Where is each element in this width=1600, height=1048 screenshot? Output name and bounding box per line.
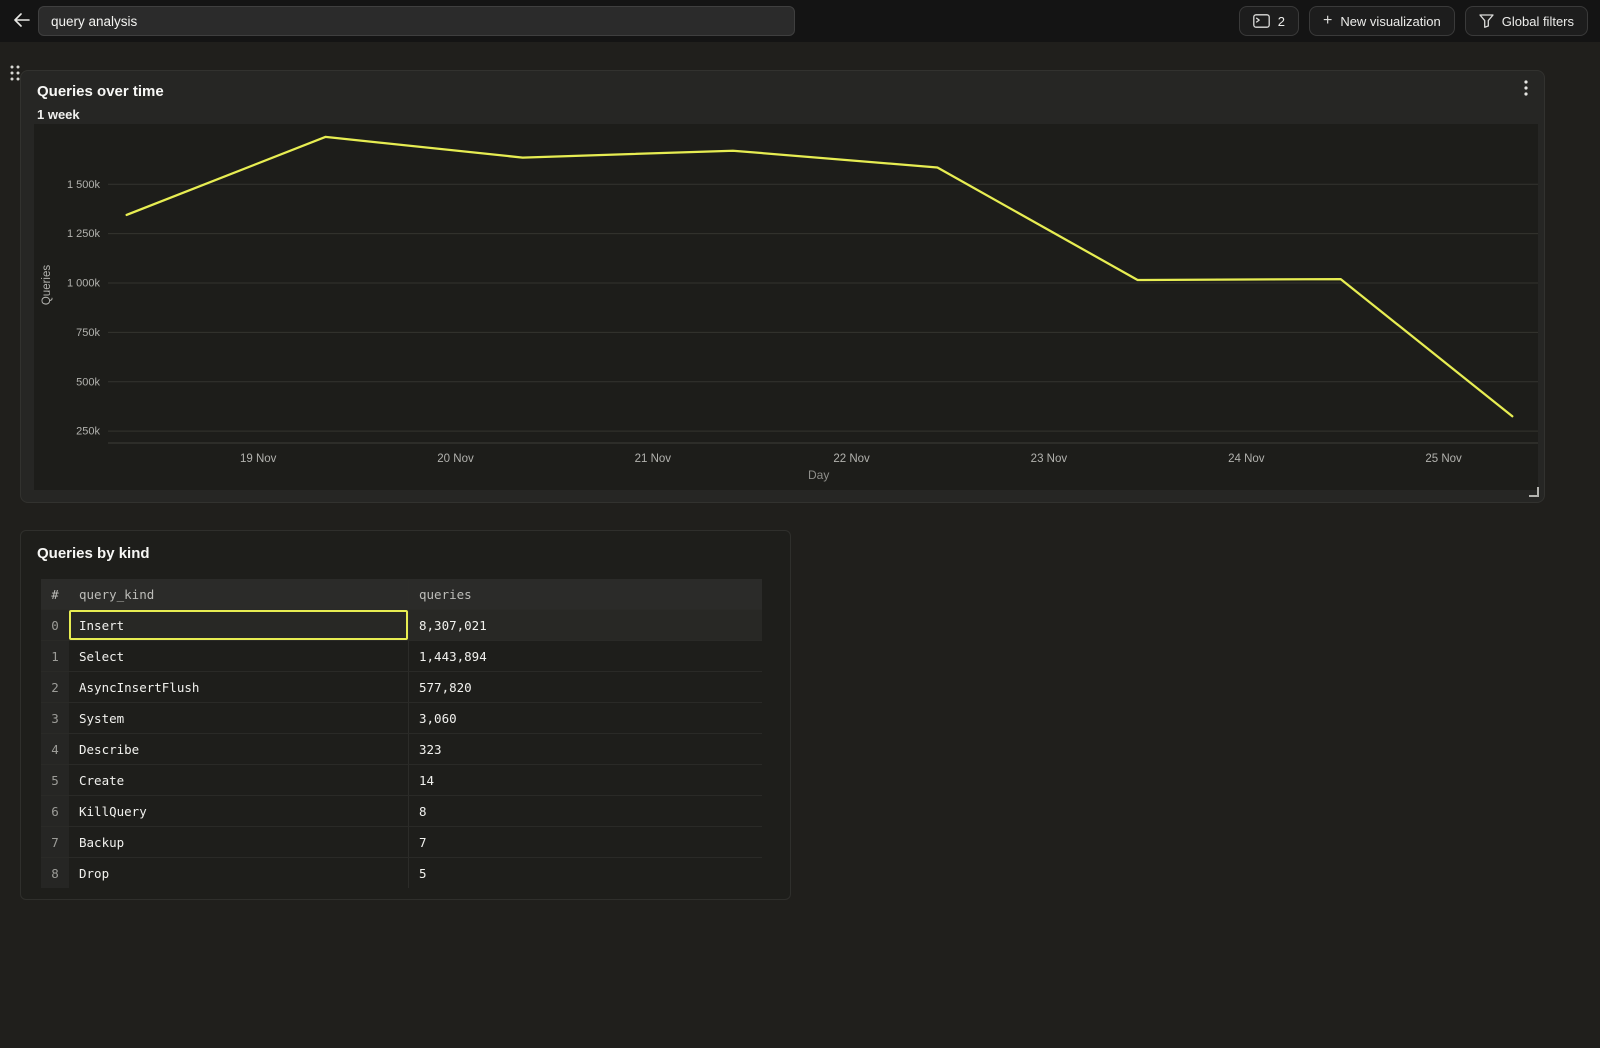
query-kind-header[interactable]: query_kind	[79, 586, 155, 602]
global-filters-button[interactable]: Global filters	[1464, 6, 1588, 36]
queries-cell[interactable]: 8	[408, 796, 762, 826]
svg-text:20 Nov: 20 Nov	[437, 453, 474, 465]
table-title: Queries by kind	[37, 545, 150, 562]
console-icon	[1252, 14, 1270, 28]
new-visualization-label: New visualization	[1340, 13, 1441, 29]
row-index-cell[interactable]: 6	[41, 796, 69, 826]
query-kind-cell[interactable]: Drop	[79, 865, 110, 881]
table-row: 2 AsyncInsertFlush 577,820	[41, 671, 762, 702]
svg-text:250k: 250k	[76, 426, 100, 438]
row-index-cell[interactable]: 8	[41, 858, 69, 888]
queries-cell[interactable]: 1,443,894	[408, 641, 762, 671]
back-arrow-icon	[14, 12, 30, 30]
query-kind-cell[interactable]: Backup	[79, 834, 125, 850]
new-visualization-button[interactable]: + New visualization	[1308, 6, 1455, 36]
panel-menu-button[interactable]	[1514, 77, 1538, 101]
table-row: 7 Backup 7	[41, 826, 762, 857]
queries-cell[interactable]: 577,820	[408, 672, 762, 702]
row-index-cell[interactable]: 4	[41, 734, 69, 764]
svg-text:22 Nov: 22 Nov	[833, 453, 870, 465]
chart-title: Queries over time	[37, 83, 164, 100]
queries-cell[interactable]: 8,307,021	[408, 610, 762, 640]
table-row: 4 Describe 323	[41, 733, 762, 764]
queries-over-time-panel: Queries over time 1 week 250k 500k 750k 1 0…	[20, 70, 1545, 503]
svg-text:750k: 750k	[76, 327, 100, 339]
table-row: 6 KillQuery 8	[41, 795, 762, 826]
topbar: 2 + New visualization Global filters	[0, 0, 1600, 42]
queries-over-time-chart[interactable]: 250k 500k 750k 1 000k 1 250k 1 500k 19 Nov 20 N…	[34, 124, 1538, 490]
svg-text:23 Nov: 23 Nov	[1031, 453, 1068, 465]
svg-text:500k: 500k	[76, 376, 100, 388]
kebab-icon	[1524, 79, 1528, 99]
dashboard-name-input[interactable]	[38, 6, 795, 36]
table-row: 1 Select 1,443,894	[41, 640, 762, 671]
queries-by-kind-table: # query_kind queries 0 Insert 8,307,021 1 Selec…	[41, 579, 762, 888]
query-kind-cell[interactable]: System	[79, 710, 125, 726]
row-index-cell[interactable]: 0	[41, 610, 69, 640]
svg-text:19 Nov: 19 Nov	[240, 453, 277, 465]
queries-header[interactable]: queries	[408, 579, 762, 609]
svg-text:1 000k: 1 000k	[67, 278, 101, 290]
table-row: 3 System 3,060	[41, 702, 762, 733]
series-line	[125, 135, 1514, 418]
query-kind-cell[interactable]: Insert	[69, 610, 408, 640]
topbar-actions: 2 + New visualization Global filters	[1238, 6, 1588, 36]
row-index-cell[interactable]: 2	[41, 672, 69, 702]
console-tabs-button[interactable]: 2	[1238, 6, 1299, 36]
panel-drag-handle[interactable]	[7, 64, 23, 86]
table-row: 0 Insert 8,307,021	[41, 609, 762, 640]
panel-resize-handle[interactable]	[1529, 487, 1539, 497]
queries-cell[interactable]: 7	[408, 827, 762, 857]
grid-lines	[108, 183, 1538, 432]
filter-funnel-icon	[1479, 14, 1494, 28]
svg-text:21 Nov: 21 Nov	[635, 453, 672, 465]
query-kind-cell[interactable]: AsyncInsertFlush	[79, 679, 200, 695]
chart-subtitle: 1 week	[37, 107, 80, 122]
queries-by-kind-panel: Queries by kind # query_kind queries 0 Inser…	[20, 530, 791, 900]
y-axis-title: Queries	[41, 265, 53, 306]
row-index-cell[interactable]: 1	[41, 641, 69, 671]
query-kind-cell[interactable]: Select	[79, 648, 125, 664]
svg-text:25 Nov: 25 Nov	[1425, 453, 1462, 465]
queries-cell[interactable]: 323	[408, 734, 762, 764]
table-row: 8 Drop 5	[41, 857, 762, 888]
console-count: 2	[1277, 13, 1285, 29]
x-axis-ticks: 19 Nov 20 Nov 21 Nov 22 Nov 23 Nov 24 Nov 25 N…	[240, 453, 1462, 465]
svg-text:1 500k: 1 500k	[67, 179, 101, 191]
drag-dots-icon	[9, 64, 21, 87]
table-row: 5 Create 14	[41, 764, 762, 795]
row-index-cell[interactable]: 3	[41, 703, 69, 733]
queries-cell[interactable]: 3,060	[408, 703, 762, 733]
row-index-cell[interactable]: 7	[41, 827, 69, 857]
query-kind-cell[interactable]: Create	[79, 772, 125, 788]
svg-text:24 Nov: 24 Nov	[1228, 453, 1265, 465]
table-header-row: # query_kind queries	[41, 579, 762, 609]
queries-cell[interactable]: 5	[408, 858, 762, 888]
y-axis-ticks: 250k 500k 750k 1 000k 1 250k 1 500k	[67, 179, 101, 438]
x-axis-title: Day	[808, 468, 829, 482]
back-button[interactable]	[8, 6, 36, 36]
svg-text:1 250k: 1 250k	[67, 228, 101, 240]
row-index-cell[interactable]: 5	[41, 765, 69, 795]
queries-cell[interactable]: 14	[408, 765, 762, 795]
query-kind-cell[interactable]: Describe	[79, 741, 140, 757]
line-chart-svg: 250k 500k 750k 1 000k 1 250k 1 500k 19 Nov 20 N…	[41, 135, 1538, 482]
row-index-header[interactable]: #	[41, 579, 69, 609]
global-filters-label: Global filters	[1501, 13, 1574, 29]
query-kind-cell[interactable]: KillQuery	[79, 803, 147, 819]
plus-icon: +	[1322, 11, 1333, 29]
